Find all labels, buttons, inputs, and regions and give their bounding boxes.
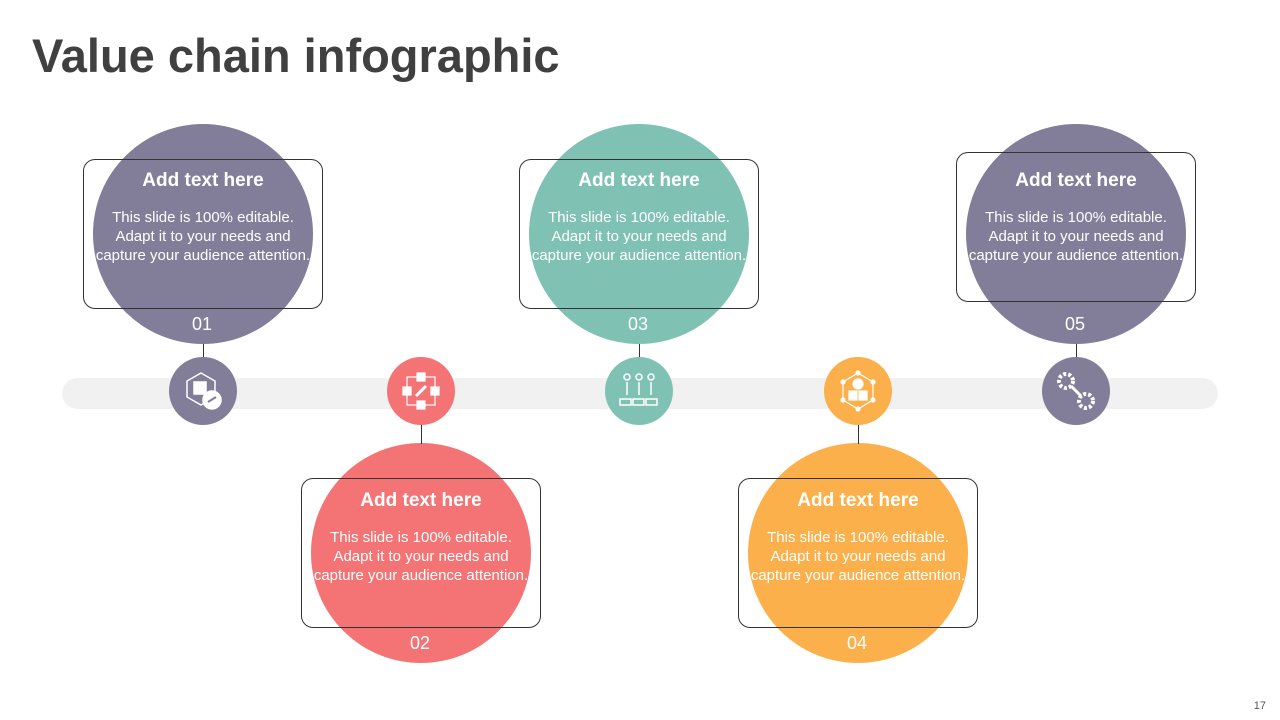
step-heading: Add text here	[1015, 170, 1137, 191]
step-heading: Add text here	[578, 170, 700, 191]
linked-boxes-network-icon	[387, 357, 455, 425]
text-box	[519, 159, 759, 309]
step-circle	[966, 124, 1186, 344]
page-title: Value chain infographic	[32, 29, 560, 82]
step-body: This slide is 100% editable. Adapt it to…	[313, 529, 529, 584]
step-body: This slide is 100% editable. Adapt it to…	[531, 209, 747, 264]
step-circle	[529, 124, 749, 344]
step-body: This slide is 100% editable. Adapt it to…	[750, 529, 966, 584]
step-number: 01	[191, 314, 213, 334]
step-circle	[311, 443, 531, 663]
connector-line	[1076, 344, 1077, 358]
step-number: 02	[409, 633, 431, 653]
connector-line	[203, 344, 204, 358]
step-number: 03	[627, 314, 649, 334]
step-number: 05	[1064, 314, 1086, 334]
page-number: 17	[1253, 700, 1266, 712]
step-text: Add text here This slide is 100% editabl…	[93, 170, 313, 265]
text-box	[301, 478, 541, 628]
connector-line	[421, 425, 422, 444]
step-text: Add text here This slide is 100% editabl…	[529, 170, 749, 265]
step-text: Add text here This slide is 100% editabl…	[311, 490, 531, 585]
step-body: This slide is 100% editable. Adapt it to…	[95, 209, 311, 264]
text-box	[738, 478, 978, 628]
text-box	[83, 159, 323, 309]
step-heading: Add text here	[797, 490, 919, 511]
connector-line	[639, 344, 640, 358]
gear-boxes-network-icon	[824, 357, 892, 425]
step-body: This slide is 100% editable. Adapt it to…	[968, 209, 1184, 264]
step-heading: Add text here	[360, 490, 482, 511]
step-circle	[93, 124, 313, 344]
step-text: Add text here This slide is 100% editabl…	[966, 170, 1186, 265]
step-circle	[748, 443, 968, 663]
gears-chain-icon	[1042, 357, 1110, 425]
connector-line	[858, 425, 859, 444]
supply-network-link-icon	[169, 357, 237, 425]
step-text: Add text here This slide is 100% editabl…	[748, 490, 968, 585]
chain-targets-icon	[605, 357, 673, 425]
step-number: 04	[846, 633, 868, 653]
step-heading: Add text here	[142, 170, 264, 191]
text-box	[956, 152, 1196, 302]
